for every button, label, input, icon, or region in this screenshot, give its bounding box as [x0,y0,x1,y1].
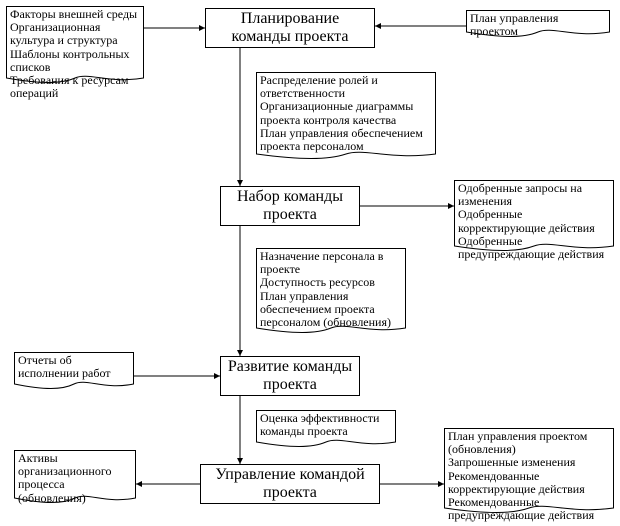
process-label: Развитие команды проекта [227,358,353,395]
note-n3: Распределение ролей и ответственностиОрг… [256,72,436,162]
note-n6: Отчеты об исполнении работ [14,352,134,392]
process-p4: Управление командой проекта [200,464,380,504]
note-n9: План управления проектом (обновления)Зап… [444,428,614,516]
process-p1: Планирование команды проекта [205,8,375,48]
note-text: Активы организационного процесса (обновл… [18,452,132,505]
process-label: Набор команды проекта [227,188,353,225]
note-text: Факторы внешней средыОрганизационная кул… [10,8,140,100]
process-p2: Набор команды проекта [220,186,360,226]
note-text: Оценка эффективности команды проекта [260,412,392,438]
note-text: План управления проектом [470,12,606,38]
note-n7: Оценка эффективности команды проекта [256,410,396,450]
note-n8: Активы организационного процесса (обновл… [14,450,136,506]
note-n1: Факторы внешней средыОрганизационная кул… [6,6,144,86]
note-n2: План управления проектом [466,10,610,40]
process-label: Планирование команды проекта [212,10,368,47]
flowchart-stage: Планирование команды проекта Набор команд… [0,0,620,526]
note-text: Отчеты об исполнении работ [18,354,130,380]
note-text: Назначение персонала в проектеДоступност… [260,250,402,329]
process-p3: Развитие команды проекта [220,356,360,396]
note-text: Распределение ролей и ответственностиОрг… [260,74,432,153]
note-n5: Назначение персонала в проектеДоступност… [256,248,406,336]
note-text: План управления проектом (обновления)Зап… [448,430,610,522]
note-text: Одобренные запросы на измененияОдобренны… [458,182,610,261]
process-label: Управление командой проекта [207,466,373,503]
note-n4: Одобренные запросы на измененияОдобренны… [454,180,614,254]
